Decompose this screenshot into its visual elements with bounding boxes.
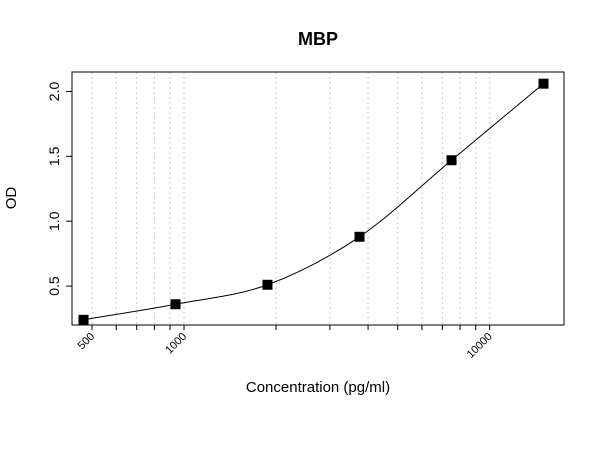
chart-title: MBP xyxy=(298,29,338,49)
y-tick-label: 1.5 xyxy=(46,146,62,166)
data-point xyxy=(538,78,549,89)
data-point xyxy=(354,231,365,242)
fit-curve xyxy=(83,83,544,321)
y-axis: 0.5 1.0 1.5 2.0 xyxy=(46,82,72,296)
plot-frame xyxy=(71,71,565,326)
y-tick-label: 1.0 xyxy=(46,211,62,231)
data-point xyxy=(262,279,273,290)
x-axis-label: Concentration (pg/ml) xyxy=(246,379,390,396)
y-tick-label: 2.0 xyxy=(46,82,62,102)
grid-lines xyxy=(91,72,491,325)
x-axis: 500 1000 10000 xyxy=(76,325,495,361)
y-axis-label: OD xyxy=(3,187,20,210)
y-tick-label: 0.5 xyxy=(46,276,62,296)
data-point xyxy=(170,299,181,310)
x-tick-label: 10000 xyxy=(465,331,495,361)
x-tick-label: 500 xyxy=(76,331,97,352)
data-point xyxy=(446,155,457,166)
x-tick-label: 1000 xyxy=(163,331,189,357)
data-points xyxy=(78,78,549,325)
data-point xyxy=(78,314,89,325)
